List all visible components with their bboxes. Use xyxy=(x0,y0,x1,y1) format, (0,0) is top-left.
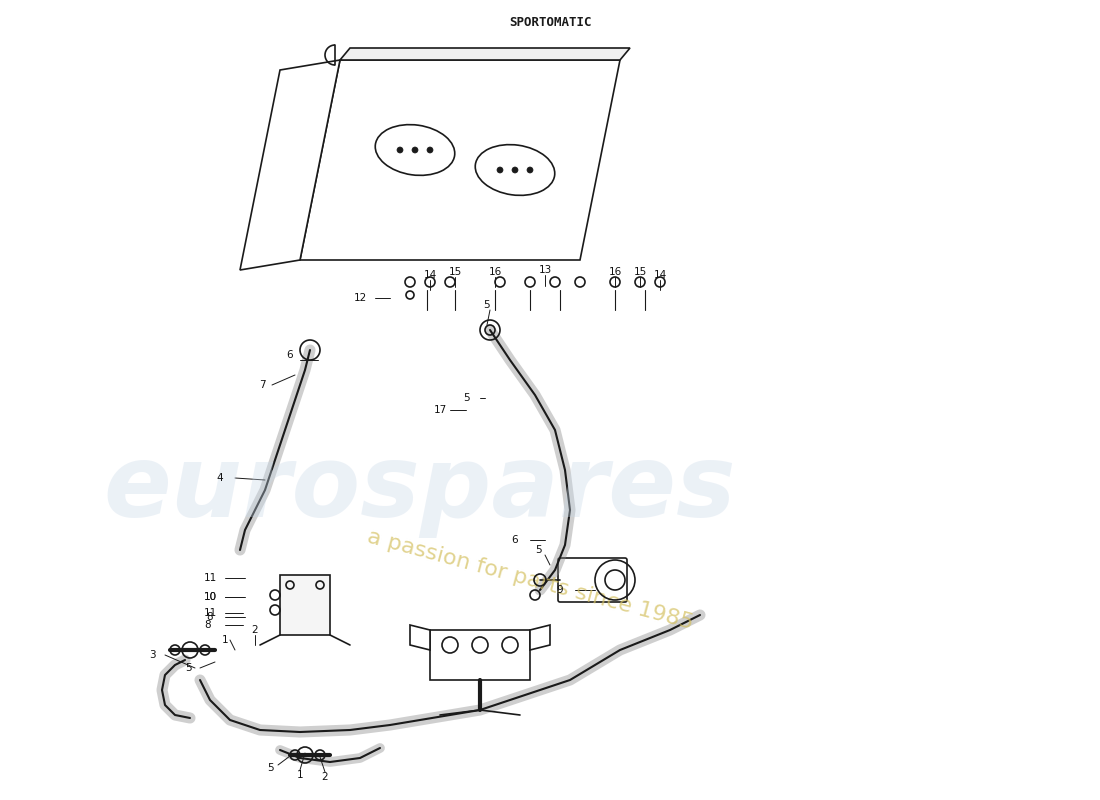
Text: 12: 12 xyxy=(353,293,366,303)
Text: 1: 1 xyxy=(297,770,304,780)
Text: 5: 5 xyxy=(484,300,491,310)
Text: 2: 2 xyxy=(252,625,258,635)
Text: 6: 6 xyxy=(287,350,294,360)
Circle shape xyxy=(512,167,518,173)
Polygon shape xyxy=(280,575,330,635)
Text: 9: 9 xyxy=(557,585,563,595)
Ellipse shape xyxy=(475,145,554,195)
Text: 13: 13 xyxy=(538,265,551,275)
FancyBboxPatch shape xyxy=(558,558,627,602)
Text: 6: 6 xyxy=(512,535,518,545)
Polygon shape xyxy=(240,60,340,270)
Text: 11: 11 xyxy=(204,608,217,618)
Text: SPORTOMATIC: SPORTOMATIC xyxy=(508,15,592,29)
Text: 14: 14 xyxy=(653,270,667,280)
Polygon shape xyxy=(430,630,530,680)
Circle shape xyxy=(497,167,503,173)
Text: 17: 17 xyxy=(433,405,447,415)
Text: 8: 8 xyxy=(205,620,211,630)
Text: eurospares: eurospares xyxy=(103,442,736,538)
Text: 5: 5 xyxy=(535,545,541,555)
Text: 16: 16 xyxy=(488,267,502,277)
Text: 14: 14 xyxy=(424,270,437,280)
Text: 10: 10 xyxy=(204,592,217,602)
Text: 10: 10 xyxy=(204,592,217,602)
Circle shape xyxy=(412,147,418,153)
Text: 5: 5 xyxy=(185,663,191,673)
Circle shape xyxy=(427,147,433,153)
Circle shape xyxy=(397,147,403,153)
Text: 5: 5 xyxy=(266,763,273,773)
Polygon shape xyxy=(410,625,430,650)
Text: 8: 8 xyxy=(207,612,213,622)
Text: 4: 4 xyxy=(217,473,223,483)
Circle shape xyxy=(527,167,534,173)
Text: 15: 15 xyxy=(449,267,462,277)
Text: 11: 11 xyxy=(204,573,217,583)
Ellipse shape xyxy=(375,125,454,175)
Polygon shape xyxy=(530,625,550,650)
Polygon shape xyxy=(340,48,630,60)
Text: 5: 5 xyxy=(464,393,471,403)
Text: 2: 2 xyxy=(321,772,328,782)
Text: 3: 3 xyxy=(148,650,155,660)
Text: 16: 16 xyxy=(608,267,622,277)
Text: 1: 1 xyxy=(222,635,229,645)
Polygon shape xyxy=(300,60,620,260)
Text: 15: 15 xyxy=(634,267,647,277)
Text: 7: 7 xyxy=(258,380,265,390)
Text: a passion for parts since 1985: a passion for parts since 1985 xyxy=(365,526,695,634)
